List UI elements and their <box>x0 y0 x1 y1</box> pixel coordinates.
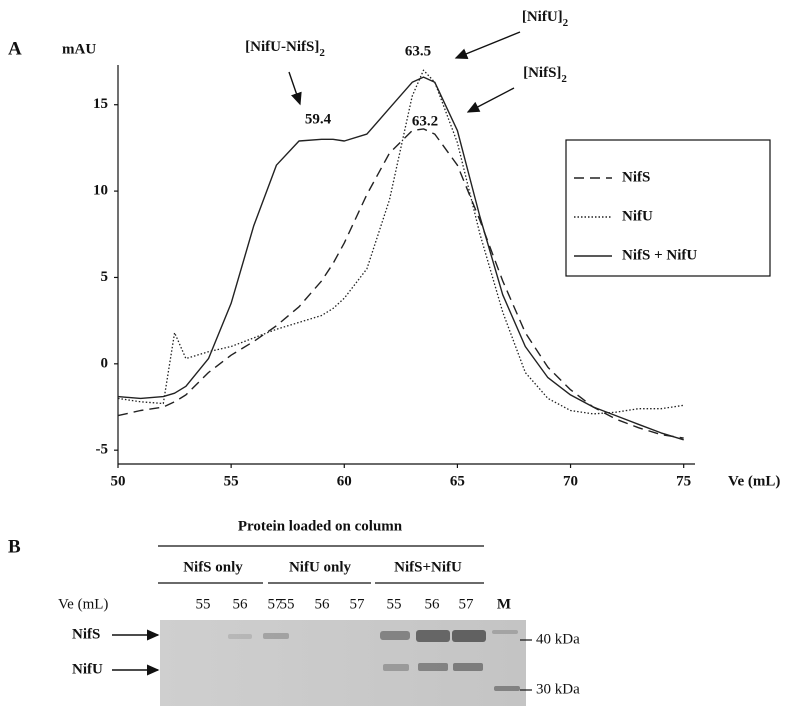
marker-label: 40 kDa <box>536 631 580 647</box>
legend-label: NifU <box>622 208 653 224</box>
annotation-text: [NifU] <box>522 9 563 25</box>
group-label: NifU only <box>289 559 352 575</box>
legend <box>565 139 771 277</box>
series-line <box>117 69 684 415</box>
y-tick-label: -5 <box>96 442 109 458</box>
x-axis-label: Ve (mL) <box>728 473 780 489</box>
annotation-sub: 2 <box>561 73 567 85</box>
annotation-text: [NifS] <box>523 65 561 81</box>
annotation: 63.2 <box>412 113 438 129</box>
lane-label: 57 <box>268 596 284 612</box>
y-tick-label: 10 <box>93 183 108 199</box>
lane-label: 55 <box>280 596 295 612</box>
annotation: [NifU-NifS]2 <box>245 39 325 58</box>
lane-label: 56 <box>425 596 441 612</box>
panel-label: A <box>8 38 22 59</box>
annotation-sub: 2 <box>319 47 325 59</box>
lane-label: 57 <box>459 596 475 612</box>
lane-label: M <box>497 596 511 612</box>
y-tick-label: 5 <box>101 269 109 285</box>
annotation: 59.4 <box>305 111 332 127</box>
series-line <box>117 76 684 441</box>
bands <box>228 630 520 691</box>
lane-label: 55 <box>196 596 211 612</box>
x-tick-label: 50 <box>111 473 126 489</box>
arrow <box>454 31 521 59</box>
group-label: NifS+NifU <box>394 559 462 575</box>
annotation: [NifU]2 <box>522 9 569 28</box>
x-tick-label: 65 <box>450 473 465 489</box>
x-tick-label: 70 <box>563 473 578 489</box>
lane-label: 56 <box>233 596 249 612</box>
lane-axis-label: Ve (mL) <box>58 596 108 612</box>
gel-title: Protein loaded on column <box>238 518 403 534</box>
annotation-sub: 2 <box>563 17 569 29</box>
arrow <box>288 71 302 106</box>
x-tick-label: 75 <box>676 473 691 489</box>
band-label: NifS <box>72 626 100 642</box>
x-tick-label: 55 <box>224 473 239 489</box>
arrow <box>466 87 515 113</box>
annotation: 63.5 <box>405 43 431 59</box>
panel-label: B <box>8 536 21 557</box>
band-label: NifU <box>72 661 103 677</box>
y-tick-label: 15 <box>93 96 108 112</box>
legend-label: NifS <box>622 169 650 185</box>
legend-label: NifS + NifU <box>622 247 697 263</box>
y-axis-label: mAU <box>62 41 96 57</box>
marker-label: 30 kDa <box>536 681 580 697</box>
group-label: NifS only <box>183 559 243 575</box>
annotation: [NifS]2 <box>523 65 567 84</box>
lane-label: 57 <box>350 596 366 612</box>
lane-label: 56 <box>315 596 331 612</box>
annotation-text: [NifU-NifS] <box>245 39 319 55</box>
y-tick-label: 0 <box>101 355 109 371</box>
series-line <box>117 128 684 439</box>
lane-label: 55 <box>387 596 402 612</box>
x-tick-label: 60 <box>337 473 352 489</box>
